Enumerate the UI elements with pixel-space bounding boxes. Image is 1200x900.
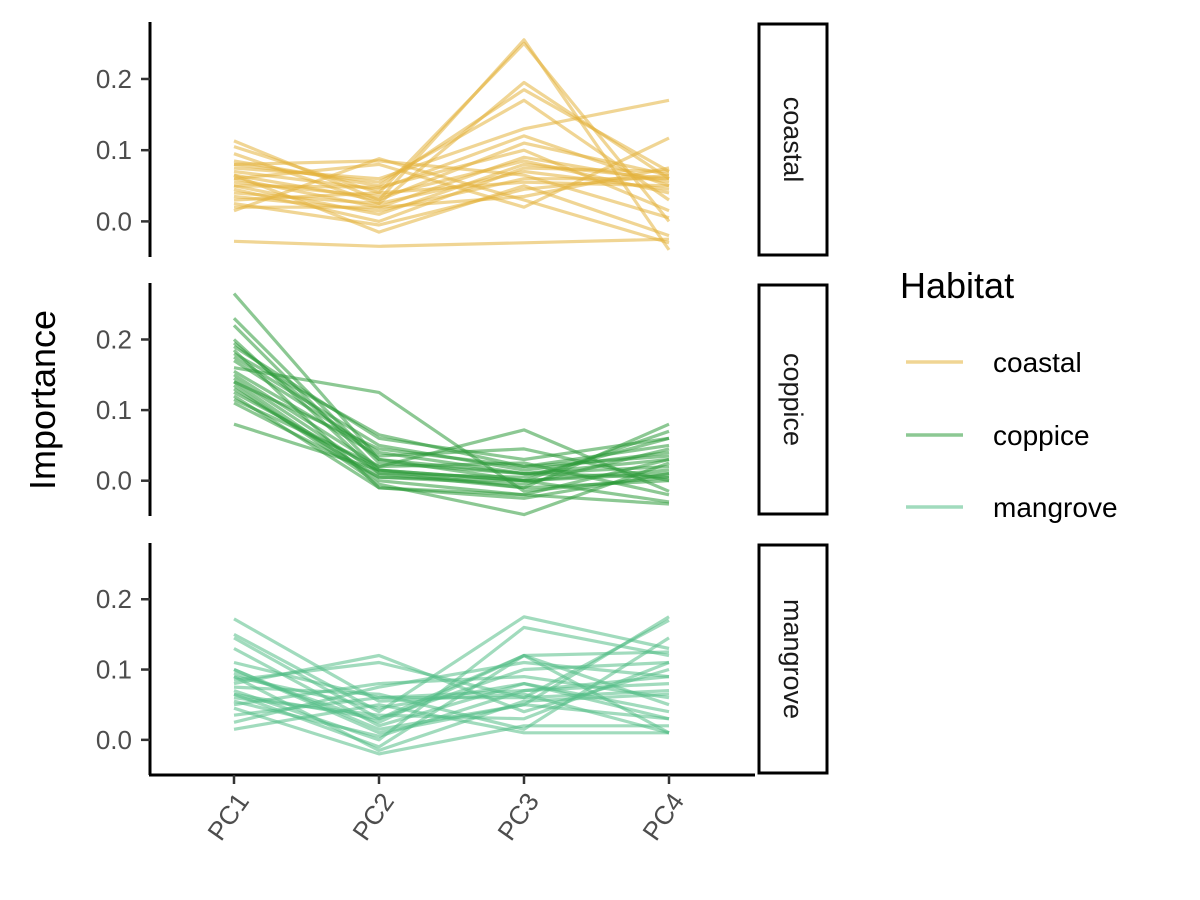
series-line-mangrove-7: [233, 653, 670, 724]
y-tick-label: 0.0: [96, 206, 132, 236]
series-line-coppice-21: [232, 348, 670, 506]
x-tick-label: PC4: [636, 787, 690, 846]
x-tick-label: PC3: [491, 787, 545, 846]
series-line-coastal-6: [233, 98, 670, 181]
series-line-coppice-22: [232, 341, 670, 479]
series-line-mangrove-17: [233, 706, 669, 756]
legend: Habitat coastal coppice mangrove: [900, 265, 1118, 523]
series-line-mangrove-21: [233, 668, 670, 735]
series-line-coppice-17: [233, 394, 670, 500]
legend-label: coastal: [993, 347, 1082, 378]
facet-strip-label: coppice: [778, 353, 808, 446]
facet-strip: [757, 543, 829, 775]
series-line-mangrove-23: [233, 675, 670, 753]
y-tick-label: 0.1: [96, 655, 132, 685]
facet-strip-label: coastal: [778, 97, 808, 183]
series-line-mangrove-13: [233, 650, 670, 749]
y-tick-label: 0.2: [96, 64, 132, 94]
facet-strip-label: mangrove: [778, 599, 808, 719]
y-tick-label: 0.1: [96, 395, 132, 425]
facet-panels: 0.00.10.2coastal0.00.10.2coppice0.00.10.…: [96, 22, 829, 775]
y-axis-title: Importance: [22, 310, 63, 490]
series-line-coppice-20: [233, 422, 670, 490]
series-line-coppice-6: [233, 352, 670, 469]
series-line-mangrove-19: [233, 660, 670, 724]
facet-panel-mangrove: 0.0 0.1 0.2 mangrove: [96, 543, 829, 775]
series-line-coastal-19: [233, 136, 670, 209]
x-tick-label: PC2: [346, 787, 400, 846]
legend-item-mangrove: mangrove: [906, 492, 1118, 523]
x-axis: PC1 PC2 PC3 PC4: [149, 773, 755, 846]
series-line-coastal-7: [233, 134, 670, 191]
facet-strip: [757, 283, 829, 516]
y-tick-label: 0.1: [96, 135, 132, 165]
y-tick-label: 0.2: [96, 584, 132, 614]
series-line-mangrove-22: [233, 660, 670, 721]
facet-strip: [757, 22, 829, 257]
series-line-coastal-22: [233, 148, 670, 213]
legend-label: coppice: [993, 420, 1090, 451]
legend-title: Habitat: [900, 265, 1014, 306]
series-line-mangrove-8: [233, 675, 670, 721]
facet-panel-coppice: 0.0 0.1 0.2 coppice: [96, 283, 829, 517]
series-line-coppice-23: [233, 380, 670, 469]
series-line-mangrove-2: [233, 615, 670, 714]
series-line-coastal-21: [233, 173, 670, 238]
series-line-coastal-15: [233, 180, 670, 202]
series-line-coastal-23: [233, 237, 670, 248]
series-line-coastal-17: [234, 166, 670, 209]
legend-item-coastal: coastal: [906, 347, 1082, 378]
legend-item-coppice: coppice: [906, 420, 1090, 451]
series-line-mangrove-15: [233, 675, 670, 738]
y-tick-label: 0.0: [96, 725, 132, 755]
legend-label: mangrove: [993, 492, 1118, 523]
facet-panel-coastal: 0.0 0.1 0.2 coastal: [96, 22, 829, 257]
x-tick-label: PC1: [201, 787, 255, 846]
series-line-coppice-18: [233, 398, 670, 497]
series-line-coppice-16: [233, 390, 670, 504]
series-line-coppice-8: [233, 359, 670, 476]
series-line-coastal-18: [233, 157, 670, 245]
y-tick-label: 0.0: [96, 466, 132, 496]
y-tick-label: 0.2: [96, 324, 132, 354]
